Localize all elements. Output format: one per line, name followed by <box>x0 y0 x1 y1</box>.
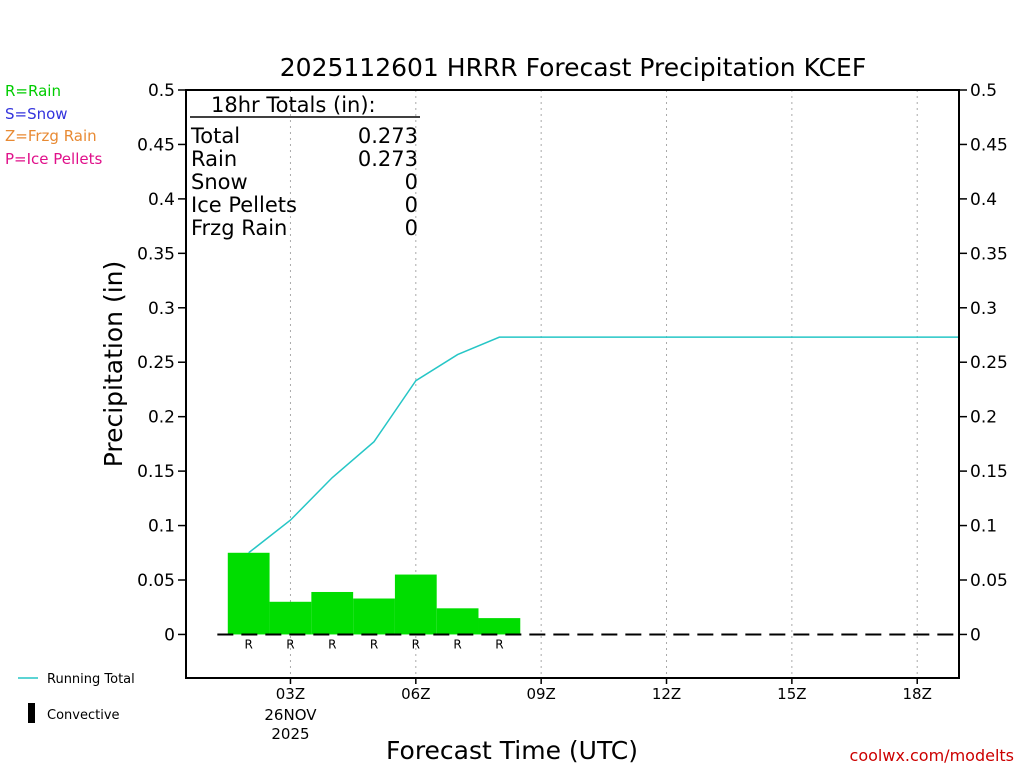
legend-running-total: Running Total <box>47 672 135 687</box>
precip-type-legend: R=Rain S=Snow Z=Frzg Rain P=Ice Pellets <box>5 82 102 168</box>
y-tick-label: 0.5 <box>148 81 175 101</box>
legend-convective: Convective <box>47 708 120 723</box>
totals-row-value: 0 <box>405 216 418 240</box>
totals-row-value: 0.273 <box>358 147 418 171</box>
precip-bar <box>478 618 521 635</box>
x-tick-label: 06Z <box>401 685 430 703</box>
legend-rain: R=Rain <box>5 82 61 100</box>
y-tick-label-right: 0.45 <box>970 135 1008 155</box>
y-tick-label: 0.35 <box>137 244 175 264</box>
totals-heading: 18hr Totals (in): <box>211 93 376 117</box>
y-axis-label: Precipitation (in) <box>99 261 128 468</box>
y-tick-label-right: 0.05 <box>970 571 1008 591</box>
precip-bar <box>227 552 270 635</box>
running-total-line <box>248 336 959 554</box>
plot-frame <box>185 89 960 679</box>
precip-bar <box>436 608 479 635</box>
y-tick-label: 0.4 <box>148 190 175 210</box>
totals-box: 18hr Totals (in): Total 0.273 Rain 0.273 Sno… <box>190 93 420 240</box>
chart-title: 2025112601 HRRR Forecast Precipitation K… <box>280 53 866 82</box>
x-tick-label: 18Z <box>903 685 932 703</box>
convective-swatch <box>28 703 35 723</box>
x-tick-label: 15Z <box>777 685 806 703</box>
precip-bar <box>394 574 437 635</box>
y-tick-label-right: 0.25 <box>970 353 1008 373</box>
precip-type-label: R <box>286 637 294 651</box>
y-axis-left: 0 0.05 0.1 0.15 0.2 0.25 0.3 0.35 0.4 0.45 0.5 <box>137 81 186 645</box>
precip-type-label: R <box>412 637 420 651</box>
y-tick-label-right: 0.2 <box>970 408 997 428</box>
hourly-precip-bars <box>227 552 521 635</box>
y-tick-label-right: 0.15 <box>970 462 1008 482</box>
x-tick-label: 12Z <box>652 685 681 703</box>
y-tick-label: 0.05 <box>137 571 175 591</box>
x-axis-label: Forecast Time (UTC) <box>386 736 638 765</box>
y-tick-label: 0.15 <box>137 462 175 482</box>
x-tick-year: 2025 <box>271 725 309 743</box>
totals-rows: Total 0.273 Rain 0.273 Snow 0 Ice Pellets 0 Frzg… <box>190 124 418 240</box>
totals-row-value: 0.273 <box>358 124 418 148</box>
line-legend: Running Total Convective <box>18 672 135 723</box>
totals-row-label: Snow <box>191 170 248 194</box>
y-tick-label: 0.2 <box>148 408 175 428</box>
precip-type-label: R <box>370 637 378 651</box>
precip-type-label: R <box>328 637 336 651</box>
y-tick-label: 0.25 <box>137 353 175 373</box>
totals-row-label: Total <box>190 124 240 148</box>
x-tick-label: 03Z <box>276 685 305 703</box>
totals-row-value: 0 <box>405 193 418 217</box>
attribution-text: coolwx.com/modelts <box>850 746 1014 765</box>
precip-type-label: R <box>245 637 253 651</box>
y-axis-right: 0 0.05 0.1 0.15 0.2 0.25 0.3 0.35 0.4 0.45 0.5 <box>959 81 1008 645</box>
y-tick-label: 0.1 <box>148 517 175 537</box>
y-tick-label: 0.3 <box>148 299 175 319</box>
precip-type-label: R <box>453 637 461 651</box>
y-tick-label: 0.45 <box>137 135 175 155</box>
precip-bar <box>311 591 354 635</box>
y-tick-label-right: 0.5 <box>970 81 997 101</box>
legend-ice-pellets: P=Ice Pellets <box>5 150 102 168</box>
legend-snow: S=Snow <box>5 105 68 123</box>
y-tick-label: 0 <box>164 625 175 645</box>
y-tick-label-right: 0 <box>970 625 981 645</box>
precip-bar <box>353 598 395 635</box>
x-tick-date: 26NOV <box>264 706 317 724</box>
y-tick-label-right: 0.4 <box>970 190 997 210</box>
vertical-gridlines <box>289 90 918 678</box>
x-tick-label: 09Z <box>526 685 555 703</box>
precip-type-label: R <box>495 637 503 651</box>
y-tick-label-right: 0.35 <box>970 244 1008 264</box>
totals-row-value: 0 <box>405 170 418 194</box>
legend-frzg-rain: Z=Frzg Rain <box>5 127 97 145</box>
y-tick-label-right: 0.3 <box>970 299 997 319</box>
totals-row-label: Frzg Rain <box>191 216 287 240</box>
totals-row-label: Ice Pellets <box>191 193 297 217</box>
totals-row-label: Rain <box>191 147 237 171</box>
y-tick-label-right: 0.1 <box>970 517 997 537</box>
precip-bar <box>269 601 312 635</box>
